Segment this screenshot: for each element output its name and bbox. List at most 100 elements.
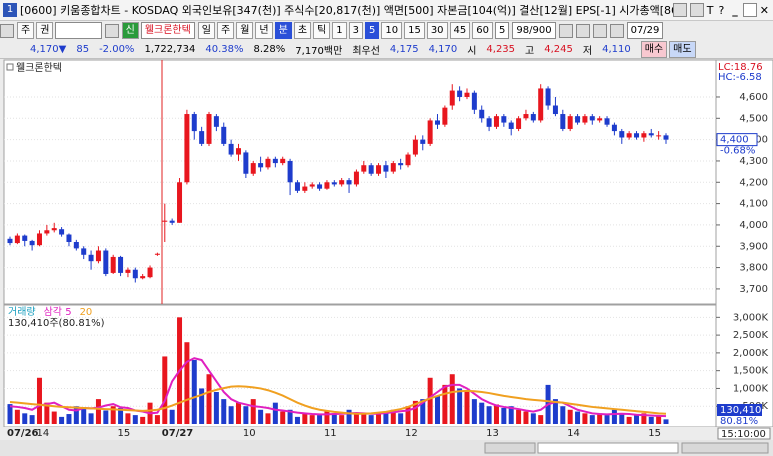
candle-body [258, 163, 264, 168]
candle-body [103, 250, 109, 274]
candle-body [567, 116, 573, 129]
minute-button[interactable]: 45 [449, 22, 471, 39]
zoom-buttons[interactable] [681, 442, 769, 454]
minute-button[interactable]: 30 [426, 22, 448, 39]
candle-body [493, 116, 499, 127]
volume-bar [265, 413, 271, 424]
volume-bar [560, 406, 566, 424]
volume-bar [575, 411, 581, 424]
volume-bar [51, 411, 57, 424]
window-button[interactable]: T [706, 3, 714, 17]
period-button[interactable]: 월 [236, 22, 254, 39]
y-tick-label: 4,600 [739, 92, 768, 103]
volume-bar [29, 415, 35, 424]
quote-ask: 4,170 [428, 44, 458, 55]
volume-bar [567, 409, 573, 424]
candle-body [235, 148, 241, 155]
volume-bar [22, 413, 28, 424]
candle-body [88, 254, 94, 262]
buy-button[interactable]: 매수 [640, 41, 668, 58]
minute-button[interactable]: 3 [348, 22, 363, 39]
candle-body [243, 152, 249, 174]
window-button[interactable] [689, 3, 704, 17]
volume-bar [287, 409, 293, 424]
volume-bar [383, 411, 389, 424]
y-tick-label: 3,700 [739, 284, 768, 295]
volume-bar [324, 411, 330, 424]
quote-ratio2: 8.28% [253, 44, 286, 55]
scroll-track[interactable] [537, 442, 679, 454]
count-select[interactable]: 5 [495, 22, 510, 39]
kind-button[interactable]: 권 [36, 22, 54, 39]
period-button[interactable]: 일 [197, 22, 215, 39]
minute-button[interactable]: 10 [381, 22, 403, 39]
period-button[interactable]: 초 [293, 22, 312, 39]
candle-body [516, 118, 522, 129]
period-button[interactable]: 틱 [313, 22, 331, 39]
candle-body [619, 131, 625, 138]
volume-bar [530, 413, 536, 424]
volume-bar [103, 410, 109, 424]
code-input[interactable]: 076080 [55, 22, 102, 39]
kind-button[interactable]: 주 [17, 22, 35, 39]
maximize[interactable] [742, 3, 757, 17]
title-bar: 1 [0600] 키움종합차트 - KOSDAQ 외국인보유[347(천)] 주… [0, 0, 773, 21]
volume-bar [457, 388, 463, 424]
menu-icon[interactable] [0, 23, 14, 38]
legend-entry: 거래량 [8, 306, 36, 318]
x-tick-label: 14 [567, 428, 580, 439]
tool-icon[interactable] [575, 23, 590, 38]
cursor-time-box [717, 427, 771, 440]
minute-button[interactable]: 60 [472, 22, 494, 39]
candle-body [457, 90, 463, 97]
volume-bar [272, 402, 278, 424]
candle-body [272, 158, 278, 164]
minute-button[interactable]: 5 [364, 22, 380, 39]
range-input[interactable]: 98/900 [512, 22, 556, 39]
window-button[interactable] [672, 3, 687, 17]
candle-body [287, 160, 293, 183]
x-tick-label: 14 [36, 428, 49, 439]
window-button[interactable]: ? [718, 3, 725, 17]
candle-body [552, 105, 558, 115]
scroll-buttons[interactable] [484, 442, 536, 454]
tool-icon[interactable] [609, 23, 624, 38]
volume-bar [663, 419, 669, 424]
volume-bar [376, 413, 382, 424]
tool-icon[interactable] [592, 23, 607, 38]
candle-body [206, 114, 212, 144]
candle-body [361, 165, 367, 172]
minute-button[interactable]: 15 [404, 22, 425, 39]
minimize[interactable]: _ [732, 3, 738, 17]
candle-body [641, 133, 647, 138]
quote-amount: 7,170백만 [295, 46, 343, 57]
sell-button[interactable]: 매도 [669, 41, 696, 58]
candle-body [435, 120, 441, 125]
candle-body [177, 182, 183, 223]
volume-bar [125, 413, 131, 424]
candle-body [346, 180, 352, 185]
candle-body [44, 230, 50, 234]
volume-bar [626, 416, 632, 424]
candle-body [294, 182, 300, 191]
candle-body [309, 184, 315, 187]
volume-bar [88, 413, 94, 424]
candle-body [14, 235, 20, 244]
candle-body [22, 235, 28, 241]
volume-bar [552, 399, 558, 424]
panel-title: 웰크론한텍 [16, 62, 62, 74]
period-button[interactable]: 주 [217, 22, 235, 39]
candle-body [597, 118, 603, 121]
period-button[interactable]: 분 [274, 22, 292, 39]
search-icon[interactable] [104, 23, 119, 38]
candle-body [575, 116, 581, 123]
date-input[interactable]: 07/29 [626, 22, 664, 39]
tool-icon[interactable] [558, 23, 573, 38]
candle-body [634, 133, 640, 138]
close[interactable]: ✕ [759, 3, 769, 17]
volume-bar [501, 408, 507, 424]
minute-button[interactable]: 1 [332, 22, 347, 39]
volume-info: 130,410주(80.81%) [8, 318, 105, 329]
candle-body [95, 250, 101, 262]
period-button[interactable]: 년 [255, 22, 273, 39]
